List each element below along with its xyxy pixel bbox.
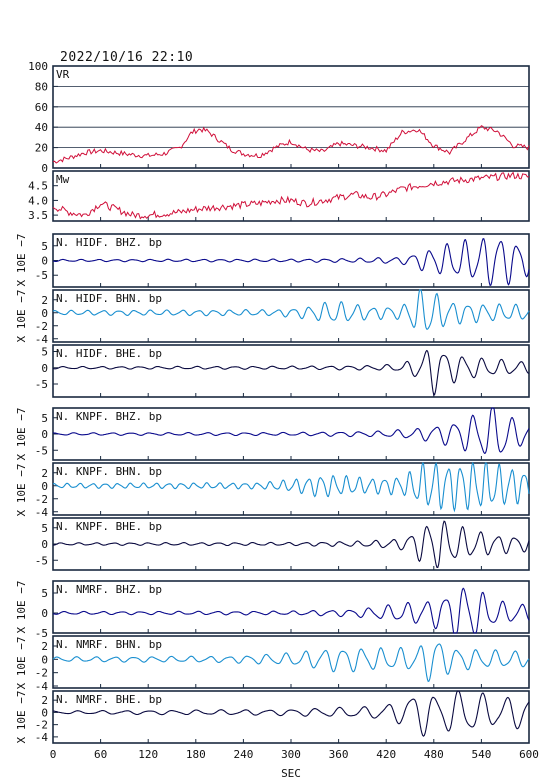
panel-label: N. NMRF. BHE. bp	[56, 693, 162, 706]
nmrf-bhn-waveform	[52, 643, 530, 683]
y-tick-label: 2	[41, 467, 48, 480]
y-tick-label: -2	[35, 667, 48, 680]
header-timestamp: 2022/10/16 22:10	[60, 50, 194, 65]
y-tick-label: 0	[41, 607, 48, 620]
panel-label: N. HIDF. BHE. bp	[56, 347, 162, 360]
y-tick-label: 2	[41, 294, 48, 307]
y-tick-label: -4	[35, 333, 49, 346]
y-tick-label: -4	[35, 506, 49, 519]
panel-knpf-bhz: 5 0 -5 N. KNPF. BHZ. bp	[35, 407, 530, 461]
panel-hidf-bhe: 5 0 -5 N. HIDF. BHE. bp	[35, 344, 530, 398]
x-axis-label: SEC	[281, 767, 301, 780]
panel-hidf-bhz: 5 0-5 N. HIDF. BHZ. bp	[35, 233, 530, 288]
nmrf-bhe-waveform	[53, 690, 530, 737]
x-tick-label: 480	[424, 748, 444, 761]
scale-label: X 10E −7	[15, 637, 28, 690]
y-tick-label: 0	[41, 706, 48, 719]
x-tick-label: 420	[376, 748, 396, 761]
panel-knpf-bhn: 20-2-4 N. KNPF. BHN. bp	[35, 461, 530, 519]
y-tick-label: 5	[41, 522, 48, 535]
panel-label: N. NMRF. BHN. bp	[56, 638, 162, 651]
panel-label: N. NMRF. BHZ. bp	[56, 583, 162, 596]
y-tick-label: 60	[35, 101, 48, 114]
x-tick-label: 60	[94, 748, 107, 761]
y-tick-label: 5	[41, 240, 48, 253]
y-tick-label: 5	[41, 587, 48, 600]
hidf-bhe-waveform	[52, 349, 530, 396]
hidf-bhz-waveform	[52, 238, 530, 287]
y-tick-label: -4	[35, 680, 49, 693]
panel-nmrf-bhn: 20-2-4 N. NMRF. BHN. bp	[35, 635, 530, 693]
x-tick-label: 240	[233, 748, 253, 761]
x-tick-label: 180	[186, 748, 206, 761]
y-tick-label: 40	[35, 121, 48, 134]
y-tick-label: 0	[41, 255, 48, 268]
nmrf-bhz-waveform	[52, 587, 530, 634]
mw-series-line	[52, 171, 530, 220]
scale-label: X 10E −7	[15, 691, 28, 744]
panel-hidf-bhn: 20-2-4 N. HIDF. BHN. bp	[35, 289, 530, 346]
x-tick-label: 600	[519, 748, 539, 761]
y-tick-label: 0	[41, 162, 48, 175]
knpf-bhe-waveform	[52, 520, 530, 568]
scale-label: X 10E −7	[15, 290, 28, 343]
y-tick-label: 80	[35, 80, 48, 93]
scale-label: X 10E −7	[15, 464, 28, 517]
panel-label: N. HIDF. BHZ. bp	[56, 236, 162, 249]
y-tick-label: -2	[35, 493, 48, 506]
panel-mw: 3.5 4.04.5 Mw	[28, 170, 530, 222]
x-tick-label: 120	[138, 748, 158, 761]
panel-label: N. KNPF. BHN. bp	[56, 465, 162, 478]
knpf-bhz-waveform	[52, 407, 530, 455]
panel-nmrf-bhz: 5 0 -5 N. NMRF. BHZ. bp	[35, 580, 530, 640]
y-tick-label: -5	[35, 378, 48, 391]
y-tick-label: -5	[35, 554, 48, 567]
y-tick-label: 20	[35, 142, 48, 155]
y-tick-label: -5	[35, 444, 48, 457]
panel-label: Mw	[56, 173, 70, 186]
y-tick-label: -4	[35, 731, 49, 744]
panel-label: VR	[56, 68, 70, 81]
y-tick-label: -2	[35, 719, 48, 732]
y-tick-label: 2	[41, 694, 48, 707]
y-tick-label: 100	[28, 60, 48, 73]
scale-label: X 10E −7	[15, 234, 28, 287]
panel-nmrf-bhe: 20-2-4 N. NMRF. BHE. bp	[35, 690, 530, 744]
panel-label: N. KNPF. BHZ. bp	[56, 410, 162, 423]
y-tick-label: 5	[41, 346, 48, 359]
y-tick-label: 2	[41, 640, 48, 653]
y-tick-label: 5	[41, 412, 48, 425]
scale-label: X 10E −7	[15, 581, 28, 634]
y-tick-label: 4.5	[28, 180, 48, 193]
y-tick-label: 3.5	[28, 209, 48, 222]
hidf-bhn-waveform	[52, 289, 530, 330]
x-tick-label: 540	[471, 748, 491, 761]
x-tick-label: 360	[329, 748, 349, 761]
y-tick-label: 0	[41, 362, 48, 375]
knpf-bhn-waveform	[52, 461, 530, 513]
vr-series-line	[52, 125, 530, 164]
x-tick-label: 0	[50, 748, 57, 761]
y-tick-label: 4.0	[28, 194, 48, 207]
y-tick-label: 0	[41, 538, 48, 551]
scale-label: X 10E −7	[15, 408, 28, 461]
panel-label: N. HIDF. BHN. bp	[56, 292, 162, 305]
x-tick-label: 300	[281, 748, 301, 761]
panel-frame	[52, 170, 530, 222]
y-tick-label: 0	[41, 480, 48, 493]
y-tick-label: 0	[41, 428, 48, 441]
y-tick-label: 0	[41, 653, 48, 666]
y-tick-label: -5	[35, 269, 48, 282]
panel-label: N. KNPF. BHE. bp	[56, 520, 162, 533]
y-tick-label: 0	[41, 307, 48, 320]
panel-vr: 0 20 40 60 80 100 VR	[28, 60, 530, 175]
y-tick-label: -5	[35, 627, 48, 640]
y-tick-label: -2	[35, 320, 48, 333]
panel-knpf-bhe: 5 0 -5 N. KNPF. BHE. bp	[35, 517, 530, 571]
